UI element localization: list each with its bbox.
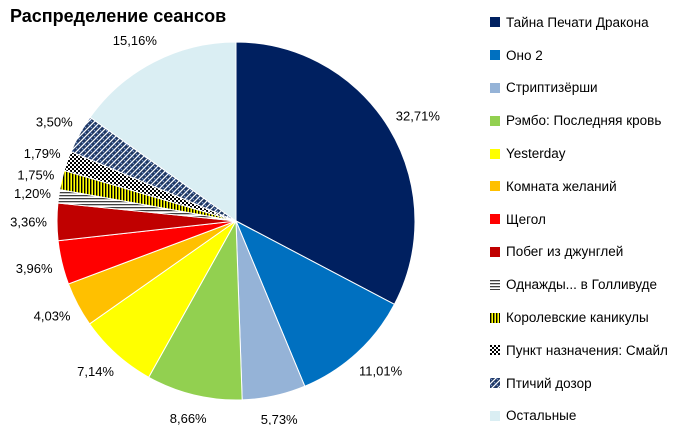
slice-label-5: 4,03% [34,308,71,323]
legend-item-10: Пункт назначения: Смайл [490,334,700,367]
legend-item-7: Побег из джунглей [490,236,700,269]
legend-label-3: Рэмбо: Последняя кровь [506,113,662,129]
legend-label-2: Стриптизёрши [506,80,598,96]
legend-item-4: Yesterday [490,137,700,170]
legend-swatch-0 [490,17,500,28]
legend-label-11: Птичий дозор [506,375,592,391]
legend-label-9: Королевские каникулы [506,310,649,326]
legend-label-6: Щегол [506,211,546,227]
chart-title: Распределение сеансов [10,6,227,26]
legend-label-7: Побег из джунглей [506,244,624,260]
slice-label-9: 1,75% [17,168,54,183]
pie-slice-1 [235,219,396,387]
legend-item-1: Оно 2 [490,39,700,72]
legend-swatch-12 [490,410,500,421]
slice-label-3: 8,66% [170,411,207,425]
legend-swatch-2 [490,82,500,93]
slice-label-2: 5,73% [261,412,298,425]
legend: Тайна Печати Дракона Оно 2 Стриптизёрши Рэм… [490,6,700,432]
slice-label-6: 3,96% [16,261,53,276]
legend-swatch-6 [490,214,500,225]
legend-item-2: Стриптизёрши [490,72,700,105]
legend-item-6: Щегол [490,203,700,236]
legend-label-5: Комната желаний [506,178,617,194]
legend-label-0: Тайна Печати Дракона [506,14,649,30]
slice-label-0: 32,71% [396,109,441,124]
legend-swatch-4 [490,148,500,159]
legend-swatch-11 [490,378,500,389]
legend-item-9: Королевские каникулы [490,301,700,334]
pie-slice-0 [235,41,416,306]
legend-swatch-7 [490,246,500,257]
slice-label-11: 3,50% [36,115,73,130]
legend-item-5: Комната желаний [490,170,700,203]
legend-label-8: Однажды... в Голливуде [506,277,658,293]
legend-label-4: Yesterday [506,146,566,162]
legend-label-1: Оно 2 [506,47,543,63]
pie-slice-12 [89,41,237,222]
legend-item-0: Тайна Печати Дракона [490,6,700,39]
legend-swatch-8 [490,279,500,290]
slice-label-4: 7,14% [77,364,114,379]
legend-swatch-10 [490,345,500,356]
legend-item-12: Остальные [490,400,700,432]
legend-swatch-1 [490,50,500,61]
slice-label-12: 15,16% [113,33,158,48]
pie-slice-3 [147,219,243,401]
slice-label-7: 3,36% [10,215,47,230]
legend-swatch-3 [490,115,500,126]
pie-chart: 32,71% 11,01% 5,73% 8,66% 7,14% 4,03% 3,96% 3,3… [10,33,441,425]
legend-item-8: Однажды... в Голливуде [490,268,700,301]
legend-swatch-9 [490,312,500,323]
legend-label-10: Пункт назначения: Смайл [506,342,668,358]
slice-label-1: 11,01% [359,363,403,378]
legend-label-12: Остальные [506,408,577,424]
legend-item-11: Птичий дозор [490,367,700,400]
slice-label-10: 1,79% [24,146,61,161]
slice-label-8: 1,20% [14,186,51,201]
legend-item-3: Рэмбо: Последняя кровь [490,104,700,137]
legend-swatch-5 [490,181,500,192]
